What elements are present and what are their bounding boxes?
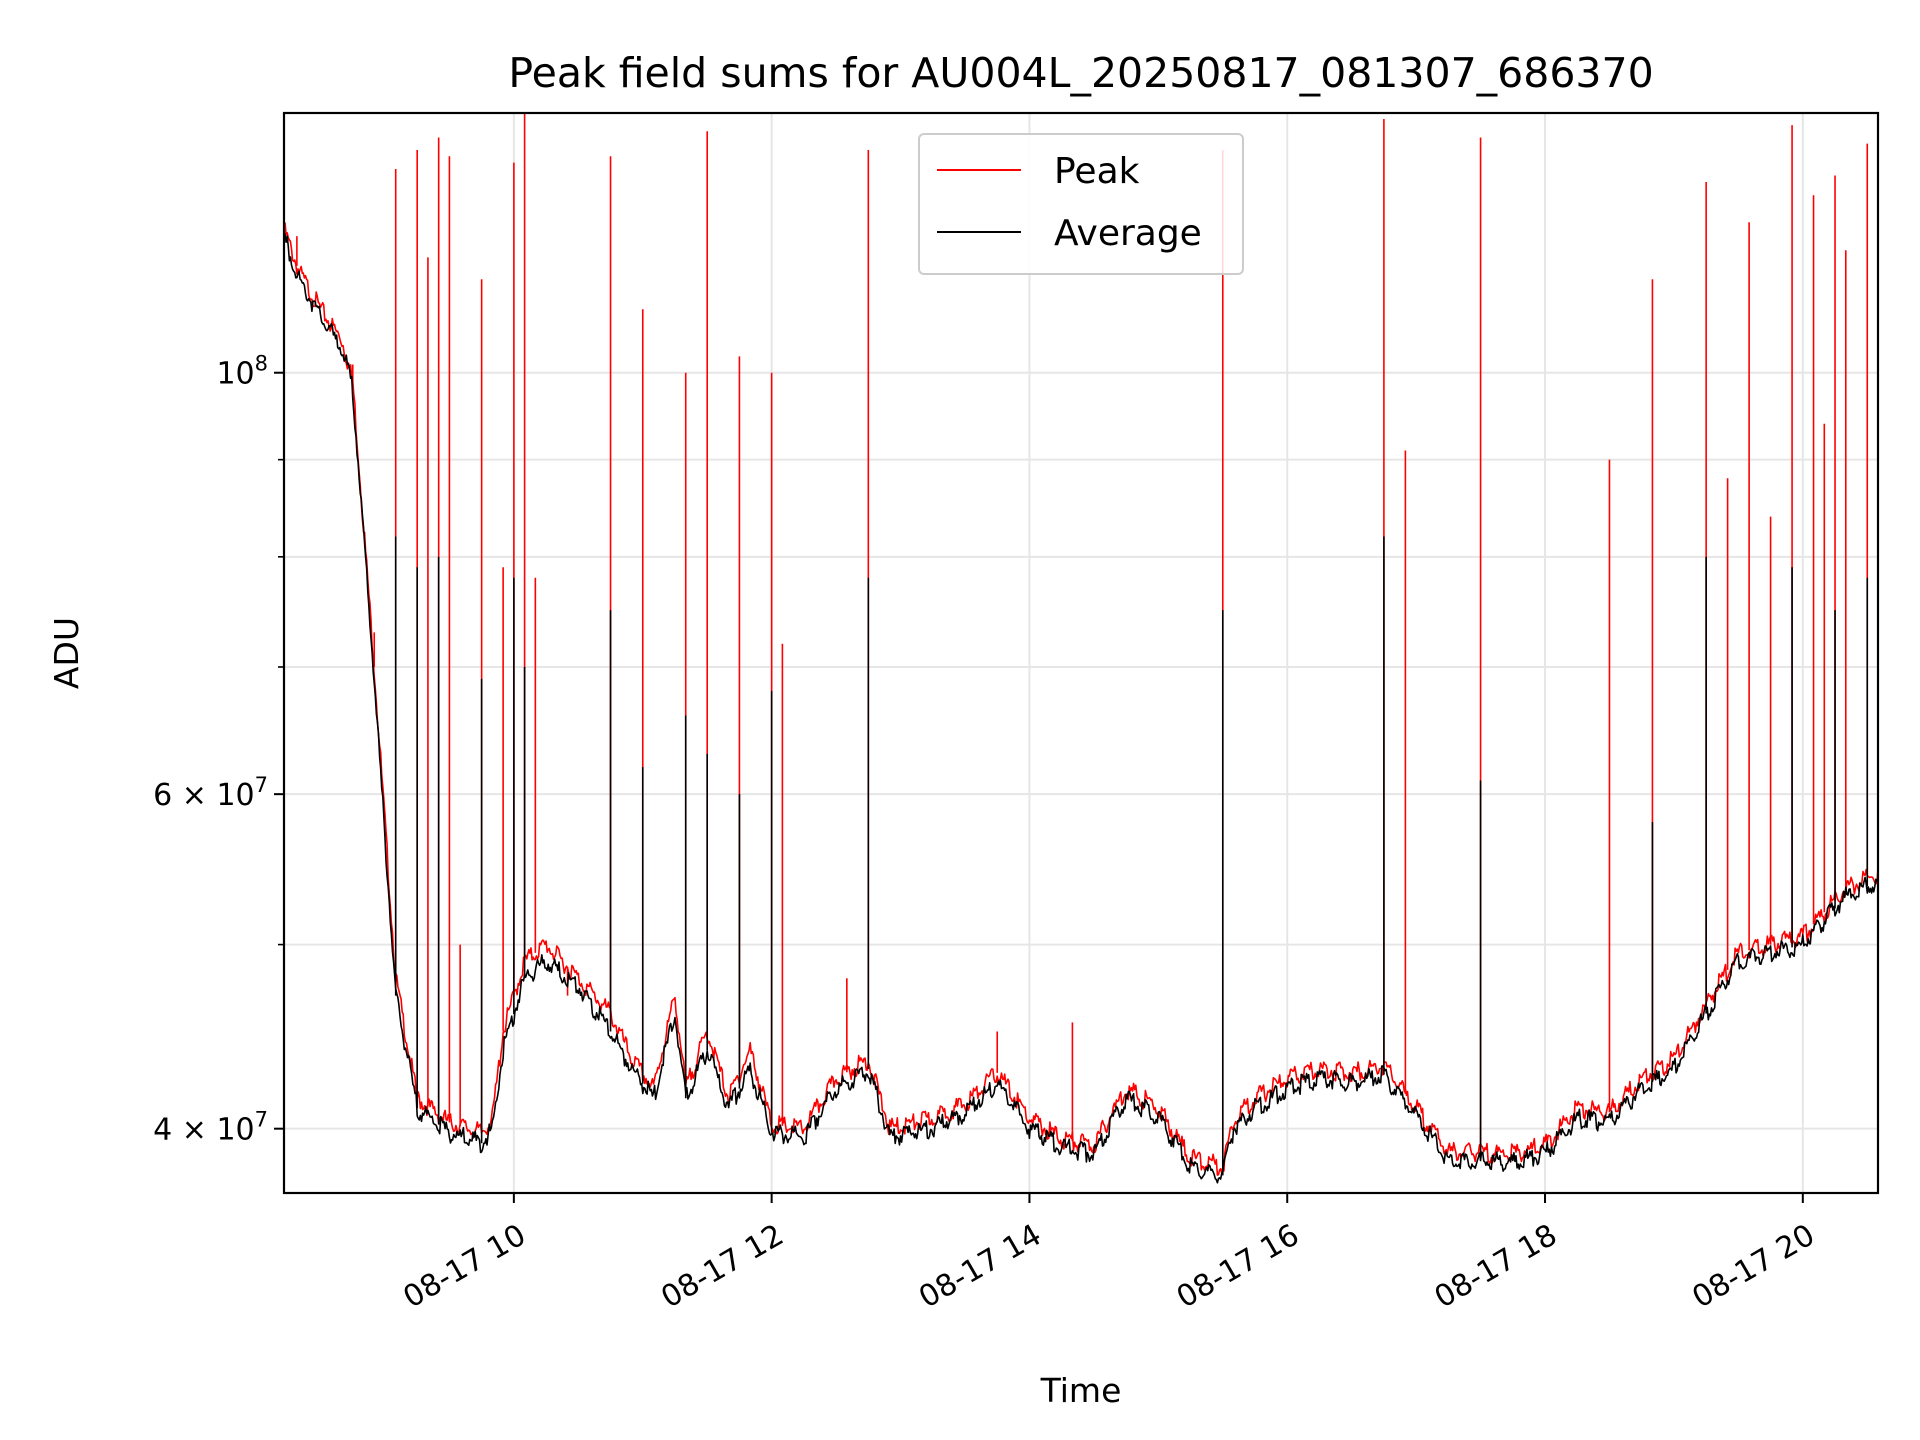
legend-label-average: Average xyxy=(1054,213,1202,254)
plot-area xyxy=(284,113,1878,1184)
y-tick-label: 6 × 107 xyxy=(153,773,268,813)
series-line-peak xyxy=(284,222,1878,1176)
y-axis-title: ADU xyxy=(47,617,86,689)
series-line-average xyxy=(284,231,1878,1184)
chart-title: Peak field sums for AU004L_20250817_0813… xyxy=(508,49,1653,97)
legend: Peak Average xyxy=(918,133,1244,275)
x-axis-title: Time xyxy=(1040,1371,1122,1410)
y-axis: 4 × 107 6 × 107 108 xyxy=(153,352,284,1148)
plot-frame xyxy=(282,111,1880,1195)
y-tick-label: 4 × 107 xyxy=(153,1108,268,1148)
legend-label-peak: Peak xyxy=(1054,151,1140,192)
series-layer xyxy=(284,113,1878,1184)
y-tick-label: 108 xyxy=(216,352,268,392)
